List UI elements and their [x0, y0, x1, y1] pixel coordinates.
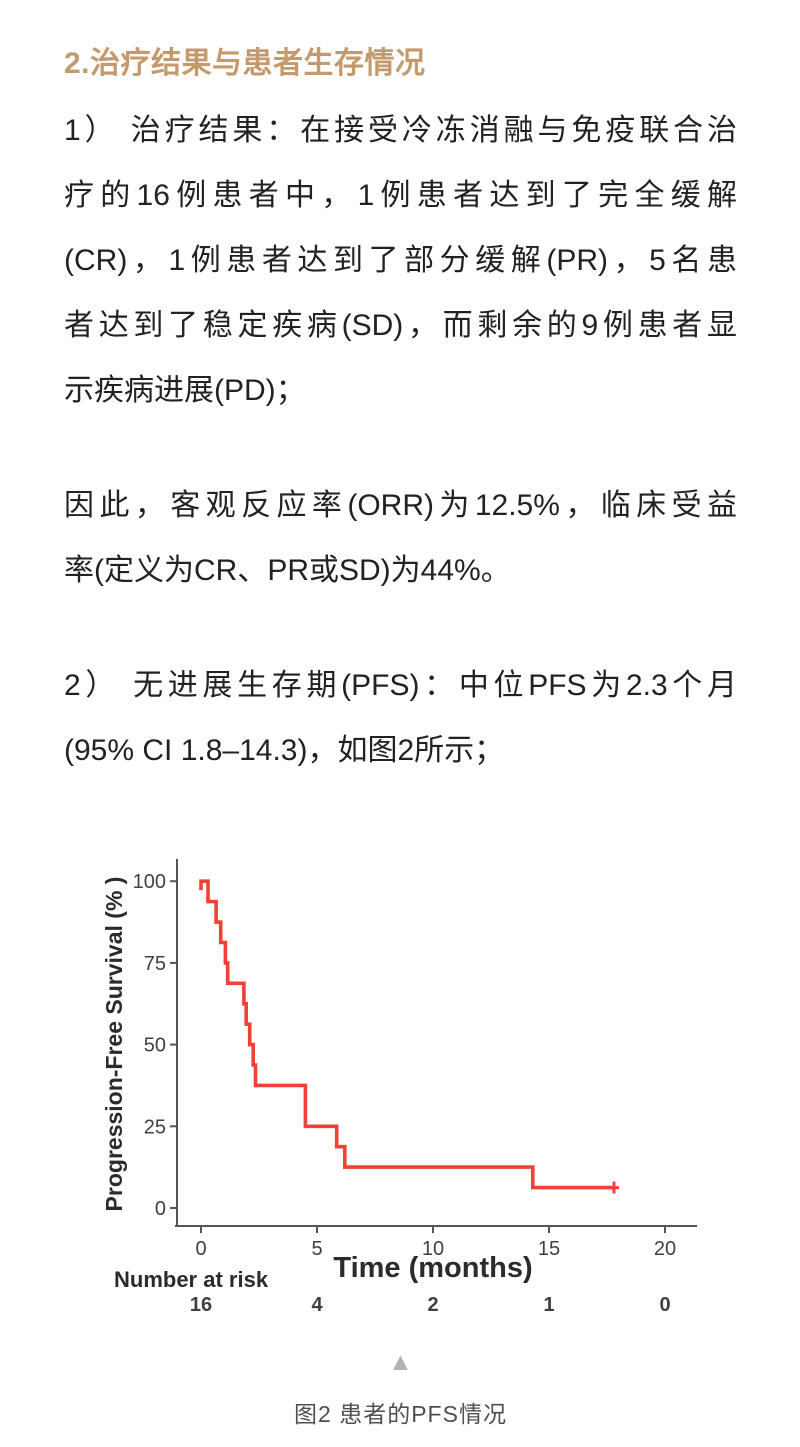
section-heading: 2.治疗结果与患者生存情况	[64, 47, 426, 80]
text-line: 率(定义为CR、PR或SD)为44%。	[64, 554, 511, 587]
number-at-risk-label: Number at risk	[114, 1267, 269, 1292]
survival-curve	[199, 879, 614, 1190]
text-line: 示疾病进展(PD)；	[64, 374, 306, 407]
text-line: 者达到了稳定疾病(SD)，而剩余的9例患者显	[64, 309, 737, 342]
collapse-arrow-icon: ▲	[388, 1348, 413, 1376]
x-axis-title: Time (months)	[333, 1252, 532, 1284]
number-at-risk-value: 4	[311, 1294, 323, 1316]
number-at-risk-value: 1	[543, 1294, 554, 1316]
paragraph: 1） 治疗结果：在接受冷冻消融与免疫联合治 疗的16例患者中，1例患者达到了完全缓…	[64, 98, 737, 423]
x-tick-label: 0	[195, 1238, 206, 1260]
y-tick-label: 75	[144, 953, 166, 975]
paragraph: 2） 无进展生存期(PFS)：中位PFS为2.3个月 (95% CI 1.8–14…	[64, 653, 737, 783]
paragraph: 因此，客观反应率(ORR)为12.5%，临床受益 率(定义为CR、PR或SD)为4…	[64, 473, 737, 603]
y-tick-label: 100	[133, 871, 166, 893]
number-at-risk-value: 2	[427, 1294, 438, 1316]
body-text: 1） 治疗结果：在接受冷冻消融与免疫联合治 疗的16例患者中，1例患者达到了完全缓…	[64, 98, 737, 783]
text-line: (CR)，1例患者达到了部分缓解(PR)，5名患	[64, 244, 737, 277]
pfs-figure: 0 25 50 75 100 0 5 10 15 20 Progression-Free Survi…	[90, 849, 737, 1324]
number-at-risk-value: 16	[190, 1294, 212, 1316]
y-tick-label: 0	[155, 1198, 166, 1220]
text-line: 疗的16例患者中，1例患者达到了完全缓解	[64, 179, 737, 212]
number-at-risk-value: 0	[659, 1294, 670, 1316]
y-tick-label: 50	[144, 1035, 166, 1057]
y-axis-title: Progression-Free Survival (% )	[101, 877, 127, 1212]
x-tick-label: 15	[538, 1238, 560, 1260]
text-line: (95% CI 1.8–14.3)，如图2所示；	[64, 734, 505, 767]
text-line: 2） 无进展生存期(PFS)：中位PFS为2.3个月	[64, 669, 737, 702]
text-line: 1） 治疗结果：在接受冷冻消融与免疫联合治	[64, 114, 737, 147]
y-tick-label: 25	[144, 1116, 166, 1138]
x-tick-label: 10	[422, 1238, 444, 1260]
x-tick-label: 20	[654, 1238, 676, 1260]
text-line: 因此，客观反应率(ORR)为12.5%，临床受益	[64, 489, 737, 522]
figure-caption: 图2 患者的PFS情况	[294, 1401, 507, 1427]
x-tick-label: 5	[311, 1238, 322, 1260]
